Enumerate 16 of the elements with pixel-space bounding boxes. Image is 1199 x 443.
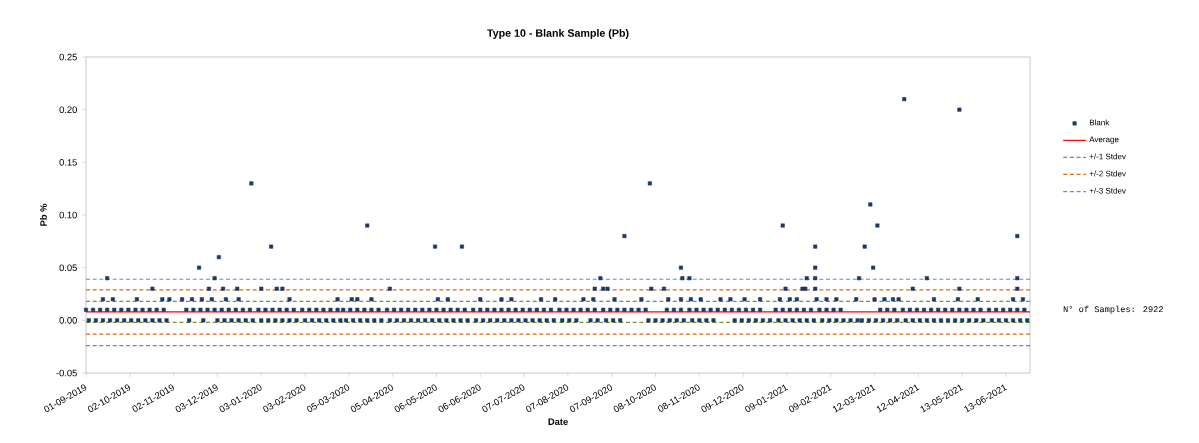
chart-title: Type 10 - Blank Sample (Pb) bbox=[487, 29, 629, 39]
legend-label: +/-3 Stdev bbox=[1089, 187, 1126, 194]
y-tick-label: 0.15 bbox=[59, 159, 77, 166]
legend-label: +/-1 Stdev bbox=[1089, 153, 1126, 160]
y-tick-label: -0.05 bbox=[56, 369, 77, 377]
x-axis-title: Date bbox=[548, 418, 568, 425]
y-axis-title: Pb % bbox=[40, 203, 47, 226]
text: N° of Samples: 2922 bbox=[1063, 305, 1163, 314]
y-tick-label: 0.05 bbox=[59, 264, 77, 271]
legend-label: Blank bbox=[1089, 119, 1110, 126]
y-tick-label: 0.00 bbox=[59, 317, 77, 324]
y-tick-label: 0.10 bbox=[59, 211, 77, 219]
legend-label: Average bbox=[1089, 136, 1119, 144]
y-tick-label: 0.20 bbox=[59, 106, 77, 113]
legend-label: +/-2 Stdev bbox=[1089, 170, 1126, 177]
y-tick-label: 0.25 bbox=[59, 53, 77, 61]
